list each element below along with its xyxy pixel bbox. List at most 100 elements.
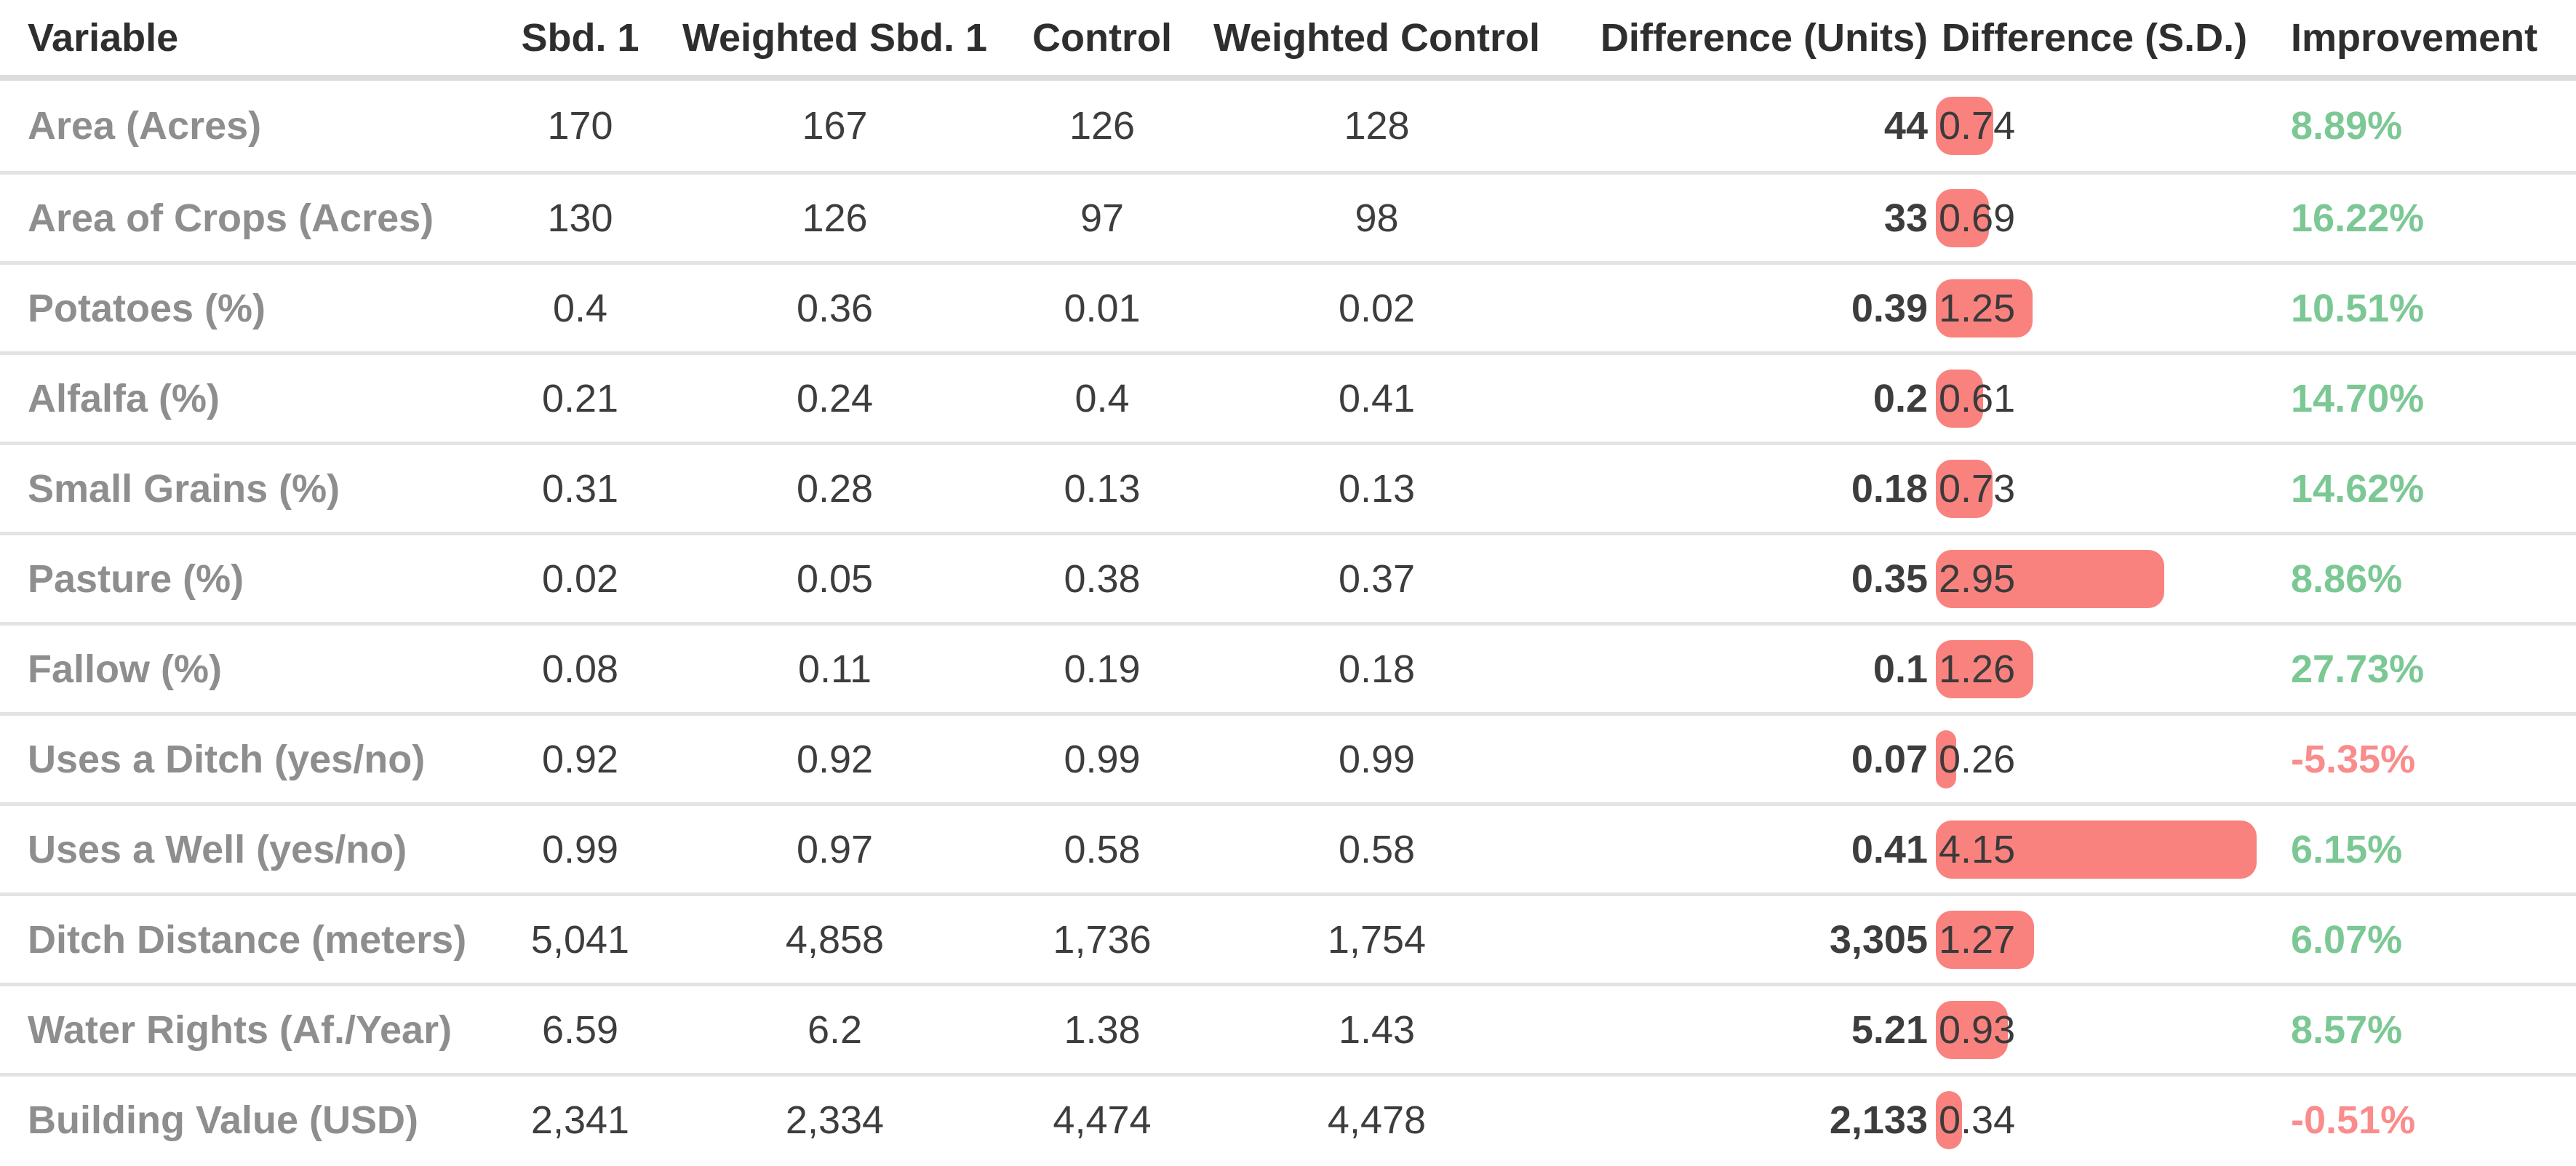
cell-difference-sd: 1.25 (1928, 265, 2284, 351)
cell-weighted-control: 128 (1344, 104, 1410, 148)
cell-sbd1: 0.08 (541, 647, 619, 691)
table-row: Potatoes (%) 0.4 0.36 0.01 0.02 0.39 1.25 10.51… (0, 261, 2576, 351)
cell-sbd1: 130 (547, 196, 613, 240)
cell-control: 1.38 (1064, 1007, 1141, 1052)
cell-weighted-sbd1: 126 (802, 196, 868, 240)
cell-control: 4,474 (1053, 1098, 1152, 1142)
cell-weighted-sbd1: 0.24 (796, 376, 874, 420)
cell-control: 1,736 (1053, 917, 1152, 962)
cell-difference-sd: 0.69 (1928, 175, 2284, 261)
table-row: Area (Acres) 170 167 126 128 44 0.74 8.89% (0, 81, 2576, 171)
sd-value: 1.27 (1939, 917, 2016, 962)
cell-difference-units: 5.21 (1851, 1007, 1928, 1052)
cell-weighted-sbd1: 4,858 (785, 917, 885, 962)
cell-weighted-sbd1: 167 (802, 104, 868, 148)
cell-control: 126 (1069, 104, 1136, 148)
table-row: Fallow (%) 0.08 0.11 0.19 0.18 0.1 1.26 27.73% (0, 622, 2576, 712)
cell-difference-sd: 2.95 (1928, 535, 2284, 622)
cell-difference-sd: 0.74 (1928, 81, 2284, 171)
cell-improvement: 16.22% (2291, 196, 2425, 240)
cell-control: 0.01 (1064, 286, 1141, 330)
cell-difference-units: 0.18 (1851, 466, 1928, 511)
cell-control: 0.99 (1064, 737, 1141, 781)
cell-improvement: 14.62% (2291, 466, 2425, 511)
cell-difference-units: 0.35 (1851, 556, 1928, 601)
cell-improvement: -5.35% (2291, 737, 2416, 781)
cell-variable: Uses a Ditch (yes/no) (28, 737, 426, 781)
cell-weighted-control: 0.41 (1338, 376, 1416, 420)
cell-weighted-control: 0.99 (1338, 737, 1416, 781)
cell-control: 0.58 (1064, 827, 1141, 871)
table-row: Alfalfa (%) 0.21 0.24 0.4 0.41 0.2 0.61 14.70% (0, 351, 2576, 442)
cell-difference-units: 0.2 (1873, 376, 1928, 420)
cell-weighted-sbd1: 0.11 (797, 647, 872, 691)
cell-weighted-control: 98 (1355, 196, 1399, 240)
cell-sbd1: 0.21 (541, 376, 619, 420)
table-row: Building Value (USD) 2,341 2,334 4,474 4,478… (0, 1073, 2576, 1163)
sd-magnitude-bar (1936, 730, 1956, 788)
sd-magnitude-bar (1936, 820, 2257, 879)
sd-magnitude-bar (1936, 369, 1983, 428)
cell-control: 97 (1080, 196, 1125, 240)
cell-sbd1: 0.31 (541, 466, 619, 511)
cell-sbd1: 170 (547, 104, 613, 148)
table-body: Area (Acres) 170 167 126 128 44 0.74 8.89% Area … (0, 81, 2576, 1163)
sd-value: 0.69 (1939, 196, 2016, 240)
cell-improvement: 6.15% (2291, 827, 2403, 871)
cell-variable: Ditch Distance (meters) (28, 917, 467, 962)
sd-magnitude-bar (1936, 639, 2033, 698)
cell-difference-units: 0.39 (1851, 286, 1928, 330)
column-header-improvement: Improvement (2291, 15, 2538, 60)
table-row: Uses a Ditch (yes/no) 0.92 0.92 0.99 0.99 0.0… (0, 712, 2576, 802)
sd-magnitude-bar (1936, 549, 2164, 608)
cell-variable: Area (Acres) (28, 104, 262, 148)
column-header-weighted-sbd1: Weighted Sbd. 1 (682, 15, 988, 60)
cell-sbd1: 0.4 (552, 286, 608, 330)
cell-weighted-control: 0.37 (1338, 556, 1416, 601)
cell-difference-units: 44 (1883, 104, 1928, 148)
cell-improvement: 27.73% (2291, 647, 2425, 691)
cell-variable: Area of Crops (Acres) (28, 196, 434, 240)
sd-value: 1.26 (1939, 647, 2016, 691)
cell-variable: Uses a Well (yes/no) (28, 827, 407, 871)
cell-difference-sd: 0.61 (1928, 355, 2284, 442)
sd-magnitude-bar (1936, 188, 1989, 247)
sd-magnitude-bar (1936, 910, 2034, 969)
cell-improvement: 6.07% (2291, 917, 2403, 962)
sd-value: 0.34 (1939, 1098, 2016, 1142)
cell-difference-units: 3,305 (1829, 917, 1928, 962)
cell-control: 0.4 (1074, 376, 1130, 420)
cell-variable: Pasture (%) (28, 556, 244, 601)
cell-sbd1: 0.99 (541, 827, 619, 871)
sd-magnitude-bar (1936, 1000, 2008, 1059)
table-row: Area of Crops (Acres) 130 126 97 98 33 0.69 16.… (0, 171, 2576, 261)
table-row: Water Rights (Af./Year) 6.59 6.2 1.38 1.43 5.… (0, 983, 2576, 1073)
cell-sbd1: 5,041 (530, 917, 630, 962)
cell-improvement: 8.89% (2291, 104, 2403, 148)
cell-difference-units: 0.1 (1873, 647, 1928, 691)
cell-variable: Alfalfa (%) (28, 376, 220, 420)
cell-improvement: -0.51% (2291, 1098, 2416, 1142)
table-row: Pasture (%) 0.02 0.05 0.38 0.37 0.35 2.95 8.86% (0, 532, 2576, 622)
cell-difference-units: 0.07 (1851, 737, 1928, 781)
cell-difference-units: 33 (1883, 196, 1928, 240)
cell-weighted-control: 1.43 (1338, 1007, 1416, 1052)
sd-value: 4.15 (1939, 827, 2016, 871)
cell-difference-sd: 4.15 (1928, 806, 2284, 893)
column-header-difference-sd: Difference (S.D.) (1942, 15, 2248, 60)
sd-value: 0.73 (1939, 466, 2016, 511)
cell-difference-units: 2,133 (1829, 1098, 1928, 1142)
cell-difference-sd: 0.34 (1928, 1077, 2284, 1163)
table-row: Uses a Well (yes/no) 0.99 0.97 0.58 0.58 0.41… (0, 802, 2576, 893)
cell-weighted-control: 1,754 (1327, 917, 1427, 962)
cell-control: 0.19 (1064, 647, 1141, 691)
cell-improvement: 8.86% (2291, 556, 2403, 601)
cell-sbd1: 0.92 (541, 737, 619, 781)
sd-value: 0.61 (1939, 376, 2016, 420)
column-header-control: Control (1032, 15, 1172, 60)
sd-value: 2.95 (1939, 556, 2016, 601)
cell-variable: Building Value (USD) (28, 1098, 419, 1142)
cell-improvement: 14.70% (2291, 376, 2425, 420)
cell-weighted-control: 0.13 (1338, 466, 1416, 511)
